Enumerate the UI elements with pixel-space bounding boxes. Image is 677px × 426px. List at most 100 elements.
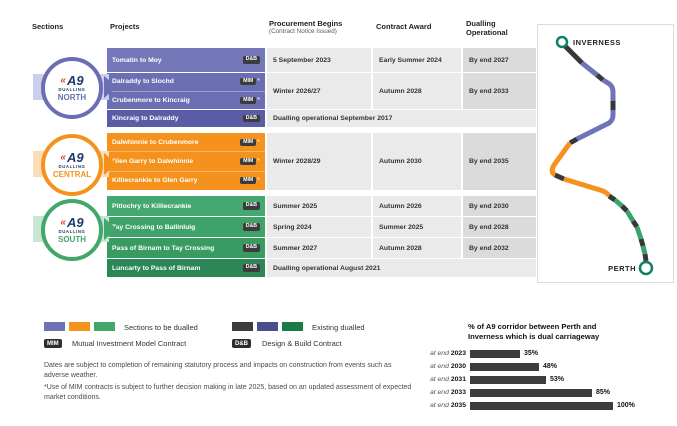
existing-dualled-segment [620,204,629,213]
chart-category-label: at end 2031 [429,376,466,383]
legend-swatch-existing-1 [232,322,253,331]
project-cell: Tomatin to Moy D&B [107,48,265,72]
mim-contract-badge: MIM [240,157,257,166]
central-pointer [104,153,117,175]
north-segment [575,110,616,142]
header-procurement-title: Procurement Begins [269,19,343,28]
south-pointer [104,218,117,240]
existing-dualled-segment [553,172,566,182]
header-procurement: Procurement Begins (Contract Notice Issu… [269,19,342,36]
route-map-panel: INVERNESS PERTH [537,24,674,283]
north-segment [580,61,599,77]
procurement-cell: 5 September 2023 [267,48,371,72]
chart-title: % of A9 corridor between Perth and Inver… [468,322,600,341]
project-line: Dalraddy to Slochd MIM * [112,78,260,86]
mim-footnote-star: * [257,78,260,86]
inverness-label: INVERNESS [573,38,621,47]
mim-footnote-star: * [257,96,260,104]
chart-bar [470,375,546,384]
north-pointer [104,76,117,98]
logo-dualling-text: DUALLING [58,229,86,235]
project-line: Killiecrankie to Glen Garry MIM * [107,170,265,190]
legend-to-be-dualled-label: Sections to be dualled [124,323,198,332]
a9-logo: « A9 [60,73,84,89]
header-projects: Projects [110,22,140,31]
project-line: Dalwhinnie to Crubenmore MIM * [112,138,260,146]
header-sections: Sections [32,22,64,31]
dab-contract-badge: D&B [242,114,260,123]
project-cell: Luncarty to Pass of Birnam D&B [107,259,265,277]
central-segment [549,141,573,178]
inverness-marker [555,35,569,49]
dab-contract-badge: D&B [242,264,260,272]
chart-row: at end 2035 100% [420,401,635,410]
logo-section-name: NORTH [57,92,87,102]
legend-swatch-north [44,322,65,331]
a9-dualling-north-logo: « A9 DUALLING NORTH [41,57,103,119]
existing-dualled-segment [595,73,605,82]
dualling-cell: By end 2035 [463,133,536,190]
chevron-icon: « [60,151,66,163]
operational-note-cell: Dualling operational September 2017 [267,110,536,127]
existing-dualled-segment [568,136,579,146]
project-line: Crubenmore to Kincraig MIM * [107,90,265,110]
existing-dualled-segment [638,238,646,247]
route-map: INVERNESS PERTH [549,35,654,276]
chart-value-label: 48% [543,363,558,370]
chart-category-label: at end 2033 [429,389,466,396]
logo-dualling-text: DUALLING [58,87,86,93]
dualling-cell: By end 2028 [463,217,536,237]
mim-footnote-star: * [257,138,260,146]
procurement-cell: Summer 2027 [267,238,371,258]
dualling-cell: By end 2030 [463,196,536,216]
chevron-icon: « [60,216,66,228]
chart-bar [470,349,520,358]
logo-section-name: CENTRAL [52,169,92,179]
a9-dualling-central-logo: « A9 DUALLING CENTRAL [41,134,103,196]
perth-label: PERTH [608,264,636,273]
chart-category-label: at end 2023 [429,350,466,357]
chart-bar [470,388,592,397]
south-segment [624,209,636,223]
project-line: Glen Garry to Dalwhinnie MIM * [107,151,265,170]
dab-contract-badge: D&B [242,223,260,231]
south-segment [640,245,648,255]
chart-row: at end 2033 85% [420,388,610,397]
existing-dualled-segment [563,44,584,65]
legend-existing-label: Existing dualled [312,323,365,332]
legend-swatch-central [69,322,90,331]
dab-legend-badge: D&B [232,339,251,348]
procurement-cell: Winter 2028/29 [267,133,371,190]
contract-award-cell: Early Summer 2024 [373,48,461,72]
chart-row: at end 2023 35% [420,349,538,358]
legend-swatch-south [94,322,115,331]
contract-award-cell: Autumn 2026 [373,196,461,216]
contract-award-cell: Autumn 2030 [373,133,461,190]
existing-dualled-segment [642,253,649,262]
contract-award-cell: Autumn 2028 [373,73,461,109]
north-segment [601,77,616,101]
header-dualling-line1: Dualling [466,19,496,28]
procurement-cell: Summer 2025 [267,196,371,216]
dab-contract-badge: D&B [242,244,260,252]
procurement-cell: Spring 2024 [267,217,371,237]
mim-footnote-star: * [257,177,260,185]
perth-marker [638,260,654,276]
chart-category-label: at end 2030 [429,363,466,370]
south-segment [613,198,624,208]
project-cell: Dalraddy to Slochd MIM * Crubenmore to K… [107,73,265,109]
operational-note-cell: Dualling operational August 2021 [267,259,536,277]
legend-swatch-existing-2 [257,322,278,331]
header-dualling-operational: Dualling Operational [466,19,508,38]
dab-contract-badge: D&B [242,202,260,210]
mim-footnote-star: * [257,157,260,165]
logo-dualling-text: DUALLING [58,164,86,170]
footnote-mim: *Use of MIM contracts is subject to furt… [44,384,412,402]
project-cell: Kincraig to Dalraddy D&B [107,110,265,127]
existing-dualled-segment [607,193,617,203]
chart-value-label: 35% [524,350,539,357]
central-segment [563,176,612,198]
dualling-cell: By end 2032 [463,238,536,258]
chart-bar [470,362,539,371]
